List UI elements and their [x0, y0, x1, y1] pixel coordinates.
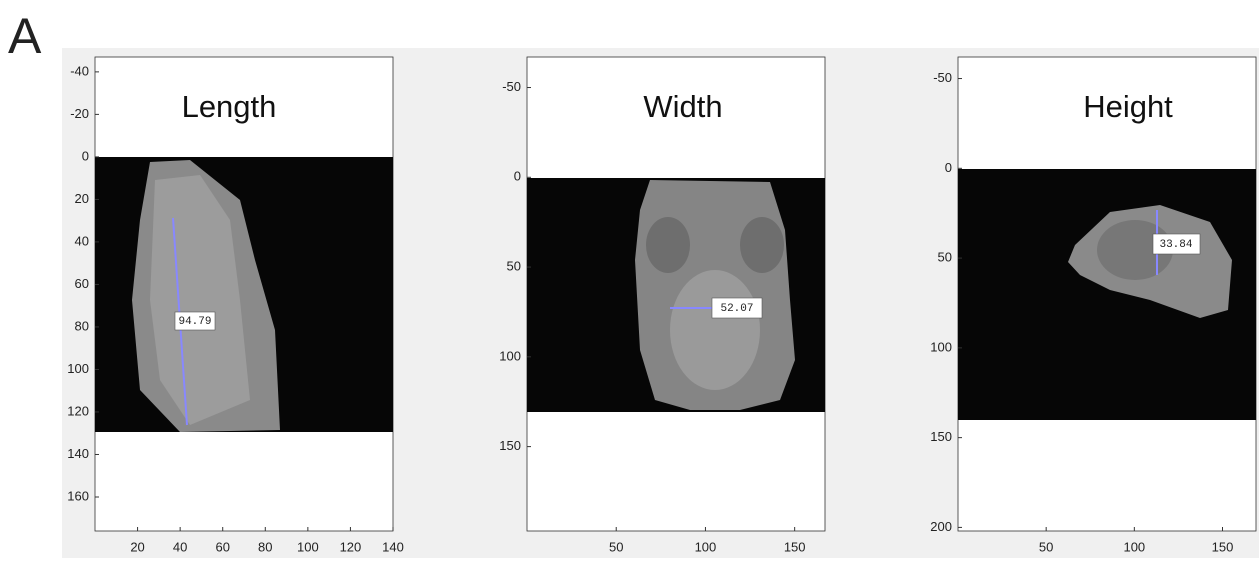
scan-eye [740, 217, 784, 273]
figure: A 94.79 Length 52.07 Width 33.84 Height … [0, 0, 1259, 558]
scan-tissue [670, 270, 760, 390]
y-tick-label: 0 [514, 169, 521, 184]
y-tick-label: 160 [67, 488, 89, 503]
x-tick-label: 100 [1123, 539, 1145, 554]
y-tick-label: -40 [70, 63, 89, 78]
y-tick-label: 100 [67, 361, 89, 376]
measurement: 33.84 [1159, 239, 1192, 251]
y-tick-label: 150 [930, 429, 952, 444]
page: {"panel_label": "A", "panels": [ {"title… [0, 0, 1259, 563]
y-tick-label: 50 [938, 250, 952, 265]
panel-title: Width [643, 89, 722, 124]
x-tick-label: 20 [130, 539, 144, 554]
measurement: 94.79 [178, 316, 211, 328]
panel-title: Height [1083, 89, 1173, 124]
y-tick-label: -50 [502, 79, 521, 94]
x-tick-label: 150 [784, 539, 806, 554]
x-tick-label: 80 [258, 539, 272, 554]
x-tick-label: 50 [609, 539, 623, 554]
y-tick-label: 60 [75, 276, 89, 291]
y-tick-label: 140 [67, 446, 89, 461]
x-tick-label: 150 [1212, 539, 1234, 554]
y-tick-label: 100 [930, 339, 952, 354]
x-tick-label: 40 [173, 539, 187, 554]
y-tick-label: 0 [945, 160, 952, 175]
y-tick-label: 80 [75, 318, 89, 333]
y-tick-label: 50 [507, 259, 521, 274]
y-tick-label: 0 [82, 148, 89, 163]
x-tick-label: 60 [215, 539, 229, 554]
y-tick-label: 100 [499, 348, 521, 363]
x-tick-label: 140 [382, 539, 404, 554]
x-tick-label: 50 [1039, 539, 1053, 554]
x-tick-label: 100 [695, 539, 717, 554]
panel-title: Length [182, 89, 277, 124]
y-tick-label: -20 [70, 106, 89, 121]
y-tick-label: 20 [75, 191, 89, 206]
panel-label: A [8, 8, 42, 64]
measurement: 52.07 [720, 303, 753, 315]
y-tick-label: 200 [930, 519, 952, 534]
x-tick-label: 100 [297, 539, 319, 554]
y-tick-label: -50 [933, 70, 952, 85]
y-tick-label: 40 [75, 233, 89, 248]
scan-eye [646, 217, 690, 273]
y-tick-label: 150 [499, 438, 521, 453]
x-tick-label: 120 [340, 539, 362, 554]
y-tick-label: 120 [67, 403, 89, 418]
